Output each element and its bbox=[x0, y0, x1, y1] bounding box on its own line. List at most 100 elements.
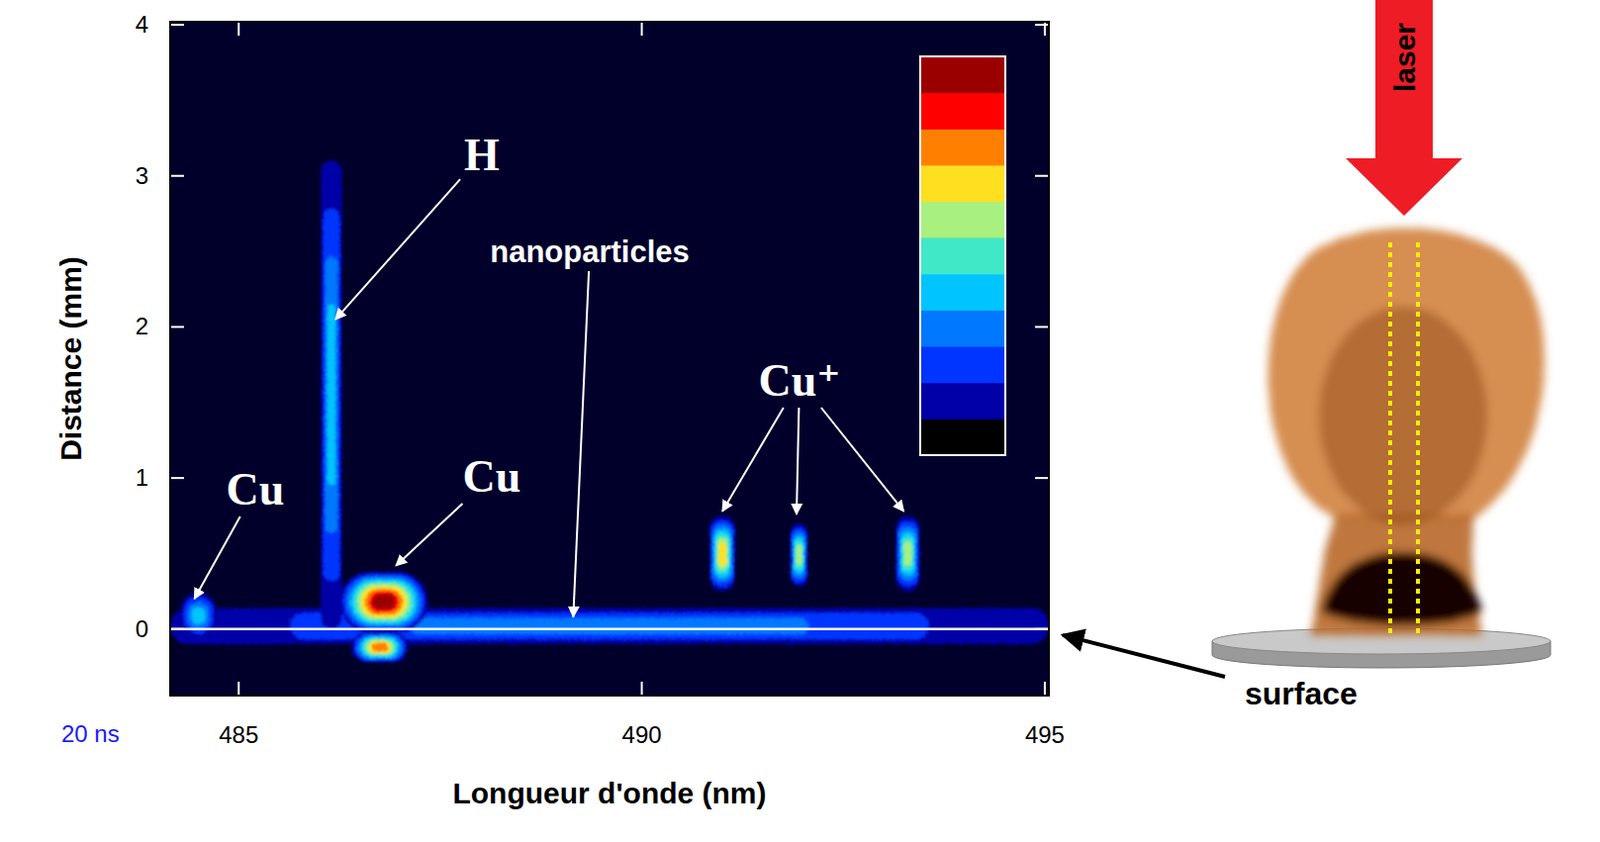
annotation-arrow bbox=[796, 407, 799, 515]
emission-level bbox=[357, 635, 402, 659]
emission-level bbox=[346, 576, 421, 628]
emission-level bbox=[902, 536, 914, 571]
emission-level bbox=[796, 545, 803, 565]
y-tick-label: 2 bbox=[135, 312, 149, 340]
emission-level bbox=[714, 529, 732, 579]
features bbox=[170, 160, 1049, 662]
y-tick bbox=[170, 325, 185, 328]
y-tick bbox=[170, 23, 185, 26]
colorbar-band bbox=[920, 237, 1006, 275]
y-tick-label: 3 bbox=[135, 162, 149, 189]
y-tick bbox=[1035, 325, 1049, 328]
annotation-arrow bbox=[722, 407, 784, 512]
emission-level bbox=[791, 527, 807, 582]
x-tick bbox=[237, 681, 240, 696]
colorbar-band bbox=[920, 128, 1006, 166]
emission-level bbox=[789, 523, 808, 587]
emission-level bbox=[325, 257, 338, 534]
emission-level bbox=[368, 591, 399, 613]
emission-level bbox=[339, 571, 429, 633]
annotation-arrow bbox=[335, 179, 461, 320]
y-axis-title: Distance (mm) bbox=[54, 256, 88, 462]
plume bbox=[1267, 227, 1544, 636]
colorbar-band bbox=[920, 309, 1006, 347]
emission-level bbox=[793, 536, 805, 574]
x-tick-label: 490 bbox=[622, 721, 662, 749]
emission-level bbox=[895, 515, 920, 591]
colorbar-band bbox=[920, 418, 1006, 456]
x-tick bbox=[237, 21, 240, 36]
plume-lower bbox=[1311, 514, 1483, 636]
emission-level bbox=[718, 542, 727, 565]
y-tick bbox=[1035, 23, 1049, 26]
y-tick bbox=[1035, 175, 1049, 178]
laser-label: laser bbox=[1388, 22, 1421, 93]
y-tick bbox=[170, 476, 185, 479]
emission-level bbox=[904, 541, 913, 565]
emission-level bbox=[365, 588, 403, 615]
emission-level bbox=[320, 160, 342, 629]
emission-level bbox=[363, 638, 397, 657]
colorbar-band bbox=[920, 56, 1006, 94]
feature-layer bbox=[170, 160, 1049, 662]
emission-level bbox=[357, 583, 410, 620]
emission-level bbox=[323, 208, 341, 581]
emission-level bbox=[897, 521, 919, 587]
colorbar-band bbox=[920, 165, 1006, 202]
emission-level bbox=[180, 592, 217, 639]
annotation-label: Cu bbox=[226, 464, 285, 515]
y-tick bbox=[1035, 476, 1049, 479]
plot-background bbox=[170, 21, 1049, 696]
laser-arrow bbox=[1345, 0, 1463, 216]
emission-level bbox=[711, 520, 735, 587]
annotation-arrow bbox=[821, 407, 904, 512]
y-tick-label: 0 bbox=[135, 615, 149, 643]
emission-level bbox=[712, 524, 733, 582]
emission-level bbox=[372, 643, 388, 653]
x-tick bbox=[641, 681, 644, 696]
plot-frame bbox=[170, 21, 1049, 696]
colorbar-band bbox=[920, 93, 1006, 130]
y-tick-label: 4 bbox=[135, 10, 149, 38]
colorbar-band bbox=[920, 346, 1006, 383]
annotation-arrow bbox=[193, 516, 240, 599]
annotation-arrow bbox=[572, 271, 589, 618]
emission-level bbox=[900, 531, 915, 576]
x-tick bbox=[641, 21, 644, 36]
annotation-label: nanoparticles bbox=[489, 234, 690, 270]
colorbar-band bbox=[920, 201, 1006, 239]
emission-level bbox=[190, 606, 205, 625]
colorbar-frame bbox=[920, 56, 1006, 456]
x-tick bbox=[1043, 681, 1046, 696]
emission-level bbox=[354, 581, 414, 623]
emission-level bbox=[709, 515, 736, 591]
emission-level bbox=[188, 602, 210, 630]
x-axis-title: Longueur d'onde (nm) bbox=[452, 776, 766, 810]
annotation-label: Cu⁺ bbox=[757, 355, 841, 406]
y-tick bbox=[170, 175, 185, 178]
emission-level bbox=[351, 632, 408, 663]
emission-level bbox=[410, 617, 810, 635]
emission-level bbox=[366, 640, 394, 656]
plume-base bbox=[1320, 552, 1483, 626]
annotation-arrow bbox=[395, 503, 463, 566]
y-tick-label: 1 bbox=[135, 464, 149, 491]
surface-line bbox=[170, 628, 1057, 632]
emission-level bbox=[792, 532, 806, 579]
emission-level bbox=[361, 586, 407, 618]
emission-level bbox=[170, 607, 1049, 645]
y-tick bbox=[170, 628, 185, 631]
emission-level bbox=[354, 633, 405, 660]
x-tick-label: 495 bbox=[1025, 721, 1065, 749]
surface-label: surface bbox=[1244, 675, 1358, 712]
beam-edge bbox=[1415, 242, 1420, 636]
emission-level bbox=[717, 538, 729, 570]
emission-level bbox=[350, 578, 418, 625]
y-tick bbox=[1035, 628, 1049, 631]
colorbar-band bbox=[920, 274, 1006, 311]
colorbar-band bbox=[920, 382, 1006, 420]
emission-level bbox=[794, 540, 803, 569]
x-tick-label: 485 bbox=[218, 721, 259, 749]
beam-edge bbox=[1388, 242, 1393, 636]
emission-level bbox=[372, 593, 395, 610]
